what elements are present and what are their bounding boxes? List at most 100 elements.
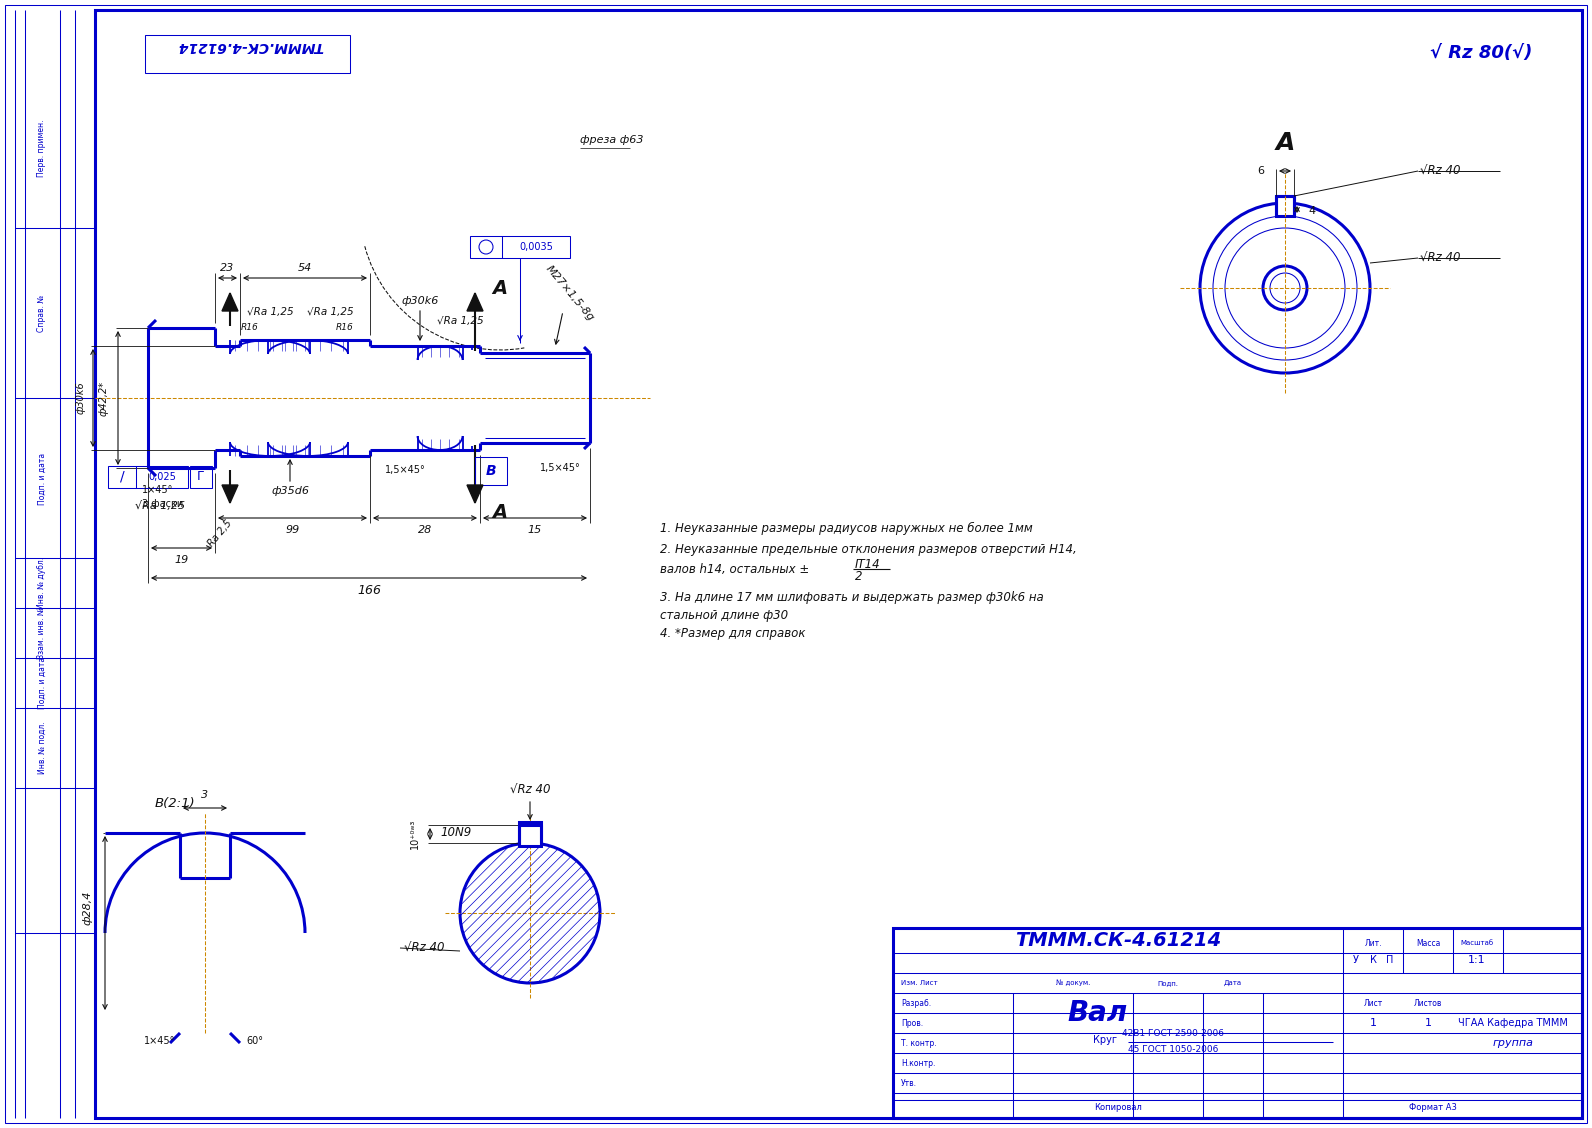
Text: Подп.: Подп.	[1157, 980, 1178, 986]
Text: 1×45°: 1×45°	[145, 1036, 175, 1046]
Text: ф30k6: ф30k6	[401, 296, 439, 306]
Text: 1:1: 1:1	[1468, 955, 1485, 964]
Text: Г: Г	[197, 470, 205, 484]
Text: A: A	[492, 279, 508, 298]
Text: 4: 4	[1309, 206, 1315, 215]
Text: 166: 166	[357, 583, 380, 597]
Text: группа: группа	[1493, 1038, 1533, 1048]
Text: √Ra 1,25: √Ra 1,25	[307, 307, 353, 317]
Text: 3. На длине 17 мм шлифовать и выдержать размер ф30k6 на: 3. На длине 17 мм шлифовать и выдержать …	[661, 591, 1044, 605]
Text: 60°: 60°	[247, 1036, 264, 1046]
Text: Лит.: Лит.	[1364, 938, 1382, 948]
Text: Подп. и дата: Подп. и дата	[38, 656, 46, 710]
Text: фреза ф63: фреза ф63	[579, 135, 643, 146]
Text: Ra 2,5: Ra 2,5	[205, 518, 234, 548]
Text: 1: 1	[1425, 1017, 1431, 1028]
Text: 28: 28	[417, 525, 431, 535]
Text: А: А	[1275, 131, 1294, 155]
Text: Изм. Лист: Изм. Лист	[901, 980, 938, 986]
Text: 0,025: 0,025	[148, 472, 177, 482]
Text: ф28,4: ф28,4	[83, 891, 92, 925]
Text: 1,5×45°: 1,5×45°	[540, 462, 581, 473]
Polygon shape	[466, 293, 482, 311]
Text: Взам. инв. №: Взам. инв. №	[38, 607, 46, 659]
Bar	[470, 236, 570, 258]
Text: Масштаб: Масштаб	[1460, 940, 1493, 946]
Text: √Rz 40: √Rz 40	[1420, 165, 1460, 177]
Bar	[145, 35, 350, 73]
Text: 1,5×45°: 1,5×45°	[385, 465, 425, 475]
Text: Вал: Вал	[1068, 999, 1129, 1026]
Text: 6: 6	[1258, 166, 1264, 176]
Text: № докум.: № докум.	[1055, 980, 1091, 986]
Text: 1. Неуказанные размеры радиусов наружных не более 1мм: 1. Неуказанные размеры радиусов наружных…	[661, 521, 1033, 535]
Text: √Rz 40: √Rz 40	[1420, 252, 1460, 264]
Text: Инв. № дубл.: Инв. № дубл.	[38, 557, 46, 609]
Text: R16: R16	[240, 324, 259, 333]
Polygon shape	[221, 485, 237, 503]
Bar	[108, 466, 188, 488]
Text: 1: 1	[1369, 1017, 1377, 1028]
Polygon shape	[466, 485, 482, 503]
Bar	[519, 822, 541, 846]
Text: Круг: Круг	[1094, 1036, 1118, 1045]
Text: A: A	[492, 503, 508, 522]
Text: 99: 99	[285, 525, 299, 535]
Text: 45 ГОСТ 1050-2006: 45 ГОСТ 1050-2006	[1127, 1046, 1218, 1055]
Text: IT14: IT14	[855, 557, 880, 571]
Bar	[189, 466, 212, 488]
Polygon shape	[221, 293, 237, 311]
Text: R16: R16	[336, 324, 353, 333]
Text: /: /	[119, 470, 124, 484]
Text: √Ra 1,25: √Ra 1,25	[135, 501, 185, 511]
Text: У: У	[1353, 955, 1360, 964]
Text: ф30k6: ф30k6	[76, 381, 86, 414]
Text: Дата: Дата	[1224, 980, 1242, 986]
Text: √ Rz 80(√): √ Rz 80(√)	[1430, 44, 1533, 62]
Text: ТМММ.СК-4.61214: ТМММ.СК-4.61214	[177, 39, 323, 53]
Text: 42В1 ГОСТ 2590-2006: 42В1 ГОСТ 2590-2006	[1122, 1029, 1224, 1038]
Text: Н.контр.: Н.контр.	[901, 1058, 936, 1067]
Text: 54: 54	[298, 263, 312, 273]
Text: В(2:1): В(2:1)	[154, 796, 196, 810]
Text: Лист: Лист	[1363, 998, 1382, 1007]
Text: 2. Неуказанные предельные отклонения размеров отверстий Н14,: 2. Неуказанные предельные отклонения раз…	[661, 544, 1076, 556]
Text: Инв. № подл.: Инв. № подл.	[38, 722, 46, 774]
Text: Перв. примен.: Перв. примен.	[38, 120, 46, 177]
Text: Утв.: Утв.	[901, 1078, 917, 1087]
Text: M27×1,5-8g: M27×1,5-8g	[544, 263, 595, 323]
Text: стальной длине ф30: стальной длине ф30	[661, 609, 788, 623]
Text: ф35d6: ф35d6	[271, 486, 309, 496]
Text: √Rz 40: √Rz 40	[509, 784, 551, 796]
Text: ф42,2*: ф42,2*	[99, 380, 108, 415]
Text: валов h14, остальных ±: валов h14, остальных ±	[661, 564, 809, 576]
Text: 2: 2	[855, 570, 863, 582]
Text: Т. контр.: Т. контр.	[901, 1039, 936, 1048]
Text: Пров.: Пров.	[901, 1019, 923, 1028]
Text: B: B	[486, 464, 497, 478]
Text: К: К	[1369, 955, 1377, 964]
Text: Листов: Листов	[1414, 998, 1442, 1007]
Text: 10N9: 10N9	[441, 827, 471, 839]
Text: 23: 23	[220, 263, 234, 273]
Bar	[474, 457, 506, 485]
Text: 10⁺⁰ʷ³: 10⁺⁰ʷ³	[411, 819, 420, 849]
Text: Формат А3: Формат А3	[1409, 1103, 1457, 1112]
Text: √Rz 40: √Rz 40	[404, 942, 446, 954]
Text: П: П	[1387, 955, 1393, 964]
Text: 0,0035: 0,0035	[519, 243, 552, 252]
Text: 1×45°: 1×45°	[142, 485, 174, 495]
Text: √Ra 1,25: √Ra 1,25	[247, 307, 293, 317]
Text: Масса: Масса	[1415, 938, 1441, 948]
Text: Подп. и дата: Подп. и дата	[38, 453, 46, 505]
Text: Копировал: Копировал	[1094, 1103, 1141, 1112]
Text: ТМММ.СК-4.61214: ТМММ.СК-4.61214	[1014, 931, 1221, 950]
Text: 4. *Размер для справок: 4. *Размер для справок	[661, 627, 806, 641]
Text: 3 фаски: 3 фаски	[142, 499, 183, 509]
Text: Справ. №: Справ. №	[38, 294, 46, 332]
Bar	[893, 928, 1582, 1118]
Text: 15: 15	[529, 525, 543, 535]
Text: Разраб.: Разраб.	[901, 998, 931, 1007]
Text: √Ra 1,25: √Ra 1,25	[436, 316, 484, 326]
Text: 19: 19	[175, 555, 188, 565]
